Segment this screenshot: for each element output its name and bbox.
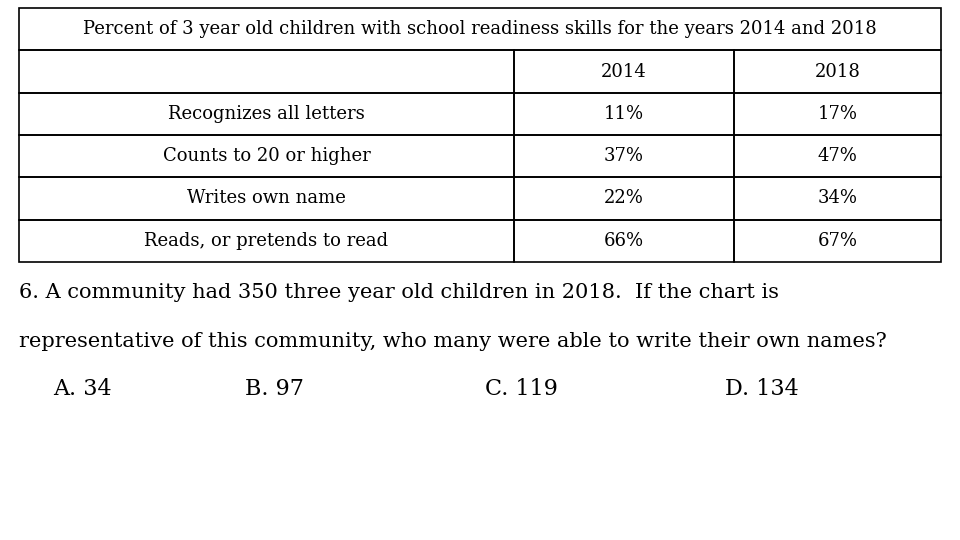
Text: 66%: 66% (604, 232, 644, 249)
Bar (734, 135, 941, 177)
Bar (19, 135, 514, 177)
Text: 22%: 22% (604, 190, 644, 207)
Bar (734, 220, 941, 262)
Text: 11%: 11% (604, 105, 644, 123)
Bar (734, 177, 941, 220)
Bar (514, 135, 734, 177)
Text: D. 134: D. 134 (725, 378, 799, 400)
Text: C. 119: C. 119 (485, 378, 558, 400)
Text: 2018: 2018 (815, 63, 860, 80)
Bar (514, 177, 734, 220)
Bar (19, 50, 514, 93)
Bar (514, 93, 734, 135)
Text: 17%: 17% (818, 105, 857, 123)
Text: Counts to 20 or higher: Counts to 20 or higher (162, 147, 371, 165)
Bar (734, 93, 941, 135)
Text: 37%: 37% (604, 147, 644, 165)
Text: A. 34: A. 34 (53, 378, 111, 400)
Text: Percent of 3 year old children with school readiness skills for the years 2014 a: Percent of 3 year old children with scho… (84, 20, 876, 38)
Text: 67%: 67% (818, 232, 857, 249)
Text: 2014: 2014 (601, 63, 647, 80)
Text: Recognizes all letters: Recognizes all letters (168, 105, 365, 123)
Bar (514, 220, 734, 262)
Text: 34%: 34% (818, 190, 857, 207)
Bar (19, 220, 514, 262)
Bar (19, 93, 514, 135)
Text: representative of this community, who many were able to write their own names?: representative of this community, who ma… (19, 332, 887, 351)
Text: 47%: 47% (818, 147, 857, 165)
Text: Writes own name: Writes own name (187, 190, 346, 207)
Bar (19, 8, 941, 50)
Bar (19, 177, 514, 220)
Bar (734, 50, 941, 93)
Text: Reads, or pretends to read: Reads, or pretends to read (144, 232, 389, 249)
Text: B. 97: B. 97 (245, 378, 303, 400)
Bar (514, 50, 734, 93)
Text: 6. A community had 350 three year old children in 2018.  If the chart is: 6. A community had 350 three year old ch… (19, 284, 780, 302)
